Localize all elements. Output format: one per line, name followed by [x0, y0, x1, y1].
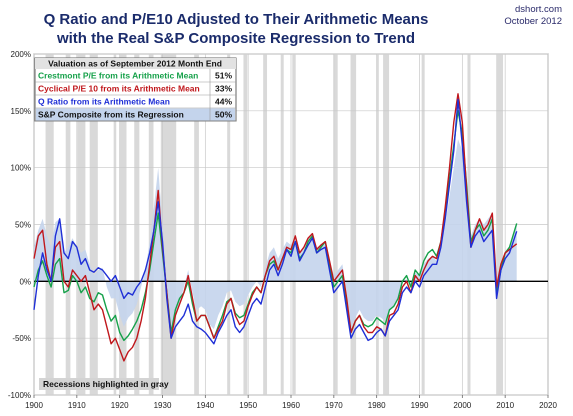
area-layer: [34, 139, 517, 333]
x-axis-ticks: 1900 1910 1920 1930 1940 1950 1960 1970 1980 1990…: [25, 395, 557, 410]
x-tick-label-12: 2020: [539, 401, 557, 410]
legend-entry-label-0: Crestmont P/E from its Arithmetic Mean: [38, 71, 198, 81]
x-tick-label-6: 1960: [282, 401, 300, 410]
chart-title-line2: with the Real S&P Composite Regression t…: [56, 30, 415, 47]
x-tick-label-1: 1910: [68, 401, 86, 410]
y-axis-ticks: -100% -50% 0% 50% 100% 150% 200%: [8, 50, 31, 400]
legend-entry-label-1: Cyclical P/E 10 from its Arithmetic Mean: [38, 84, 200, 94]
x-tick-label-4: 1940: [196, 401, 214, 410]
y-tick-label-4: 100%: [11, 164, 31, 173]
y-tick-label-1: -50%: [12, 334, 31, 343]
annotation-bg: [39, 378, 159, 390]
legend-row-bg-3: [36, 108, 235, 121]
series-line-3: [33, 98, 518, 345]
legend-entry-value-1: 33%: [215, 84, 232, 94]
source-label: dshort.com: [515, 4, 562, 15]
x-tick-label-8: 1980: [368, 401, 386, 410]
legend-entry-value-2: 44%: [215, 97, 232, 107]
legend-rows: Crestmont P/E from its Arithmetic Mean 51…: [35, 69, 236, 122]
y-tick-label-2: 0%: [19, 277, 31, 286]
series-lines: [33, 93, 518, 362]
legend-title-bg: [35, 58, 236, 69]
legend: Valuation as of September 2012 Month End…: [34, 57, 237, 122]
chart-title-line1: Q Ratio and P/E10 Adjusted to Their Arit…: [44, 11, 429, 28]
legend-entry-value-0: 51%: [215, 71, 232, 81]
legend-entry-value-3: 50%: [215, 110, 232, 120]
y-tick-label-3: 50%: [15, 221, 31, 230]
x-tick-label-9: 1990: [411, 401, 429, 410]
x-tick-label-11: 2010: [496, 401, 514, 410]
x-tick-label-7: 1970: [325, 401, 343, 410]
y-tick-label-0: -100%: [8, 391, 31, 400]
legend-entry-label-3: S&P Composite from its Regression: [38, 110, 184, 120]
y-tick-label-6: 200%: [11, 50, 31, 59]
x-tick-label-2: 1920: [111, 401, 129, 410]
recessions-note: Recessions highlighted in gray: [43, 379, 169, 389]
legend-title: Valuation as of September 2012 Month End: [48, 59, 222, 69]
x-tick-label-0: 1900: [25, 401, 43, 410]
series-line-1: [33, 110, 518, 342]
x-tick-label-5: 1950: [239, 401, 257, 410]
legend-entry-label-2: Q Ratio from its Arithmetic Mean: [38, 97, 170, 107]
y-tick-label-5: 150%: [11, 107, 31, 116]
series-area-sp-composite: [34, 139, 517, 333]
x-tick-label-3: 1930: [154, 401, 172, 410]
date-label: October 2012: [504, 16, 562, 27]
series-line-2: [33, 93, 518, 362]
x-tick-label-10: 2000: [453, 401, 471, 410]
